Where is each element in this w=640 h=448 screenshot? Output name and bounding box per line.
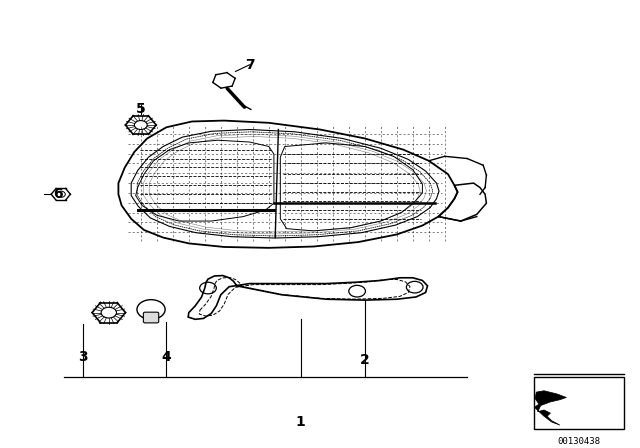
Text: 2: 2 (360, 353, 370, 366)
Polygon shape (534, 391, 566, 425)
FancyBboxPatch shape (143, 312, 159, 323)
Text: 00130438: 00130438 (557, 437, 601, 446)
Text: 6: 6 (52, 187, 63, 201)
Text: 3: 3 (78, 350, 88, 364)
Bar (534, 377, 624, 429)
Text: 7: 7 (244, 58, 255, 72)
Text: 1: 1 (296, 415, 306, 429)
Text: 4: 4 (161, 350, 172, 364)
Text: 5: 5 (136, 103, 146, 116)
